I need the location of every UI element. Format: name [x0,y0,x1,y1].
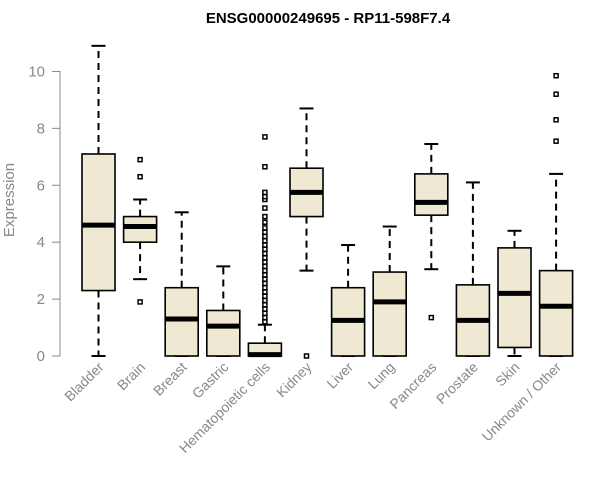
box-iqr [206,309,241,357]
x-tick-label: Bladder [61,359,107,405]
outlier-point [262,164,268,170]
outlier-point [428,314,435,321]
x-tick-label: Lung [364,359,397,392]
boxes-group [81,44,574,359]
outlier-point [262,213,268,220]
outlier-point [262,233,268,240]
outlier-point [303,353,310,359]
box-iqr [372,271,408,357]
box-group [206,265,241,357]
outlier-point [262,134,268,140]
box-group [413,143,449,321]
box-iqr [122,215,158,243]
outlier-point [137,156,143,163]
outlier-point [262,314,268,321]
y-tick-label: 2 [37,291,45,308]
chart-title: ENSG00000249695 - RP11-598F7.4 [206,10,451,27]
outlier-point [262,250,268,257]
y-tick-label: 10 [28,63,45,80]
box-group [289,107,324,359]
outlier-point [137,173,143,180]
x-tick-label: Skin [492,359,523,390]
box-group [247,134,283,358]
box-group [122,156,158,305]
outlier-point [262,246,268,253]
outlier-point [262,263,268,270]
outlier-point [262,219,268,226]
box-group [538,72,574,357]
outlier-point [262,284,268,291]
outlier-point [262,276,268,282]
outlier-point [262,229,268,235]
x-tick-label: Unknown / Other [479,359,565,445]
outlier-point [262,272,268,278]
x-tick-label: Brain [114,359,148,393]
outlier-point [262,259,268,265]
x-tick-label: Liver [323,359,356,392]
outlier-point [137,299,143,305]
outlier-point [553,91,559,97]
outlier-point [262,280,268,287]
box-iqr [538,269,574,357]
y-tick-label: 8 [37,120,45,137]
outlier-point [262,319,268,325]
box-iqr [413,173,449,216]
outlier-point [262,306,268,312]
outlier-point [262,293,268,299]
box-group [455,181,491,357]
outlier-point [262,310,268,317]
box-group [497,229,532,357]
box-group [164,211,199,357]
outlier-point [262,297,268,304]
outlier-point [262,302,268,308]
box-group [330,244,366,357]
y-axis-ticks: 0 2 4 6 8 10 [28,63,60,365]
box-group [81,44,116,357]
outlier-point [262,193,268,200]
box-iqr [164,286,199,357]
box-group [372,225,408,357]
x-tick-label: Breast [150,359,190,399]
x-tick-label: Prostate [433,359,481,407]
outlier-point [262,289,268,295]
outlier-point [262,238,268,244]
outlier-point [553,72,559,79]
box-iqr [81,153,116,292]
outlier-point [262,225,268,231]
x-tick-label: Kidney [273,359,315,401]
box-iqr [497,247,532,349]
outlier-point [262,242,268,248]
outlier-point [262,255,268,261]
outlier-point [262,189,268,196]
y-tick-label: 4 [37,234,45,251]
outlier-point [262,267,268,274]
outlier-point [262,205,268,211]
outlier-point [553,138,559,144]
outlier-point [553,117,559,123]
y-tick-label: 6 [37,177,45,194]
y-tick-label: 0 [37,348,45,365]
y-axis-label: Expression [1,163,18,237]
